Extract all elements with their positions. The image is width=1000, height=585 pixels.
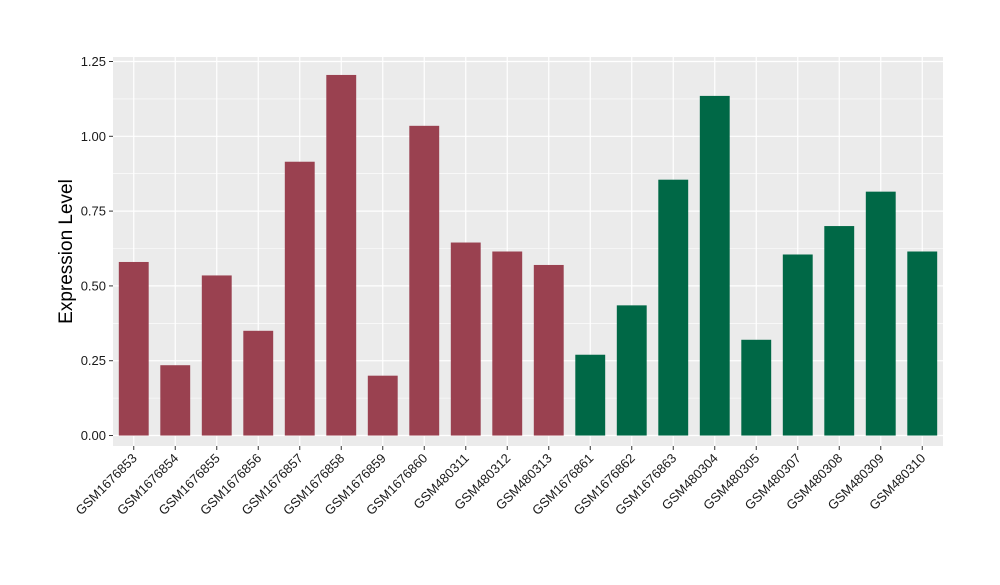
bar-GSM1676863	[658, 179, 689, 436]
y-axis: 0.00 0.25 0.50 0.75 1.00 1.25	[81, 54, 113, 443]
y-tick-label: 0.25	[81, 353, 106, 368]
y-axis-title: Expression Level	[56, 179, 77, 324]
bar-GSM480313	[533, 264, 564, 436]
bar-GSM1676860	[409, 125, 440, 436]
y-tick-label: 0.50	[81, 278, 106, 293]
x-axis: GSM1676853GSM1676854GSM1676855GSM1676856…	[73, 446, 928, 518]
bar-GSM1676856	[243, 330, 274, 436]
bar-GSM1676858	[326, 74, 357, 436]
y-tick-label: 0.00	[81, 428, 106, 443]
bar-GSM1676862	[616, 305, 647, 436]
y-tick-label: 1.25	[81, 54, 106, 69]
bar-GSM1676857	[284, 161, 315, 436]
bar-GSM480312	[492, 251, 523, 436]
bar-GSM1676854	[160, 365, 191, 436]
bar-GSM480307	[782, 254, 813, 436]
bar-GSM1676855	[201, 275, 232, 436]
plot-panel	[113, 57, 943, 446]
bar-GSM480310	[907, 251, 938, 436]
bar-GSM1676861	[575, 354, 606, 436]
bar-GSM480304	[699, 95, 730, 436]
bar-GSM1676859	[367, 375, 398, 436]
bar-GSM480309	[865, 191, 896, 436]
bars	[118, 74, 938, 436]
bar-GSM480308	[824, 226, 855, 436]
bar-GSM480305	[741, 339, 772, 436]
y-tick-label: 0.75	[81, 204, 106, 219]
y-tick-label: 1.00	[81, 129, 106, 144]
bar-GSM480311	[450, 242, 481, 436]
bar-GSM1676853	[118, 261, 149, 436]
